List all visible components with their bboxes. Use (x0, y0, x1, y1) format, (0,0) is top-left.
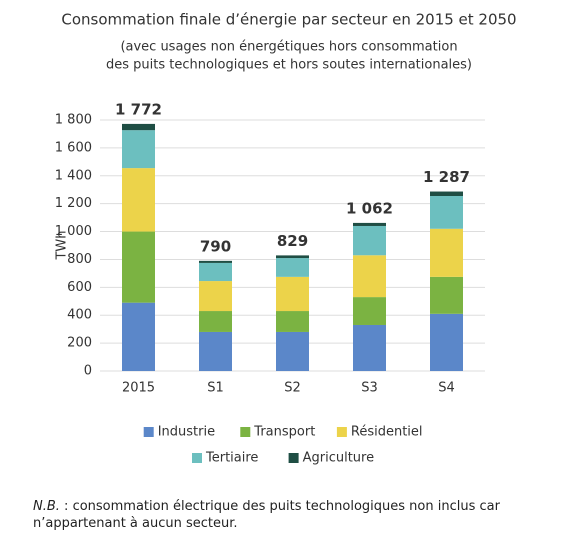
x-tick-label: S1 (207, 381, 224, 396)
chart-subtitle: (avec usages non énergétiques hors conso… (120, 40, 457, 55)
legend-label: Industrie (158, 425, 215, 440)
bar-segment (430, 276, 463, 314)
note-lead: N.B. (33, 499, 60, 514)
x-tick-label: S4 (438, 381, 455, 396)
bar-segment (122, 130, 155, 169)
legend-swatch (192, 453, 202, 463)
y-tick-label: 1 600 (55, 140, 92, 155)
legend-swatch (143, 427, 154, 437)
bar-segment (122, 168, 155, 232)
bar-segment (430, 228, 463, 277)
y-tick-label: 1 000 (55, 224, 92, 239)
bar-segment (276, 255, 309, 259)
legend-swatch (240, 427, 251, 437)
value-label: 1 772 (115, 100, 162, 118)
bar-segment (353, 255, 386, 298)
bar-segment (353, 324, 386, 371)
y-axis-label: TWh (55, 230, 70, 260)
legend-label: Résidentiel (351, 425, 423, 440)
bar-segment (353, 222, 386, 226)
chart-subtitle: des puits technologiques et hors soutes … (106, 58, 472, 73)
bar-segment (122, 231, 155, 303)
note-text: : consommation électrique des puits tech… (33, 499, 500, 531)
bar-segment (199, 281, 232, 312)
chart: Consommation finale d’énergie par secteu… (55, 11, 517, 466)
value-label: 829 (277, 232, 308, 250)
x-tick-label: S3 (361, 381, 378, 396)
x-tick-label: S2 (284, 381, 301, 396)
value-label: 1 062 (346, 199, 393, 217)
bar-segment (122, 123, 155, 131)
bar-segment (430, 313, 463, 371)
x-tick-label: 2015 (122, 381, 155, 396)
legend-label: Tertiaire (205, 451, 258, 466)
bar-segment (276, 311, 309, 332)
bar-segment (199, 331, 232, 371)
y-tick-label: 1 400 (55, 168, 92, 183)
bar-segment (430, 195, 463, 229)
value-label: 1 287 (423, 168, 470, 186)
legend-swatch (336, 427, 347, 437)
y-tick-label: 400 (67, 308, 92, 323)
bar-segment (199, 262, 232, 282)
legend-swatch (288, 453, 299, 463)
bar-segment (353, 225, 386, 256)
note: N.B. : consommation électrique des puits… (33, 498, 563, 532)
y-tick-label: 0 (84, 364, 92, 379)
y-tick-label: 1 200 (55, 196, 92, 211)
y-tick-label: 1 800 (55, 113, 92, 128)
y-tick-label: 600 (67, 280, 92, 295)
bar-segment (199, 260, 232, 263)
legend-label: Agriculture (303, 451, 375, 466)
bar-segment (276, 276, 309, 312)
y-tick-label: 200 (67, 336, 92, 351)
bar-segment (276, 331, 309, 371)
bar-segment (353, 297, 386, 325)
chart-title: Consommation finale d’énergie par secteu… (61, 11, 516, 29)
bar-segment (430, 191, 463, 196)
y-tick-label: 800 (67, 252, 92, 267)
legend-label: Transport (253, 425, 315, 440)
bar-segment (199, 311, 232, 332)
bar-segment (122, 302, 155, 371)
value-label: 790 (200, 237, 231, 255)
bar-segment (276, 258, 309, 277)
